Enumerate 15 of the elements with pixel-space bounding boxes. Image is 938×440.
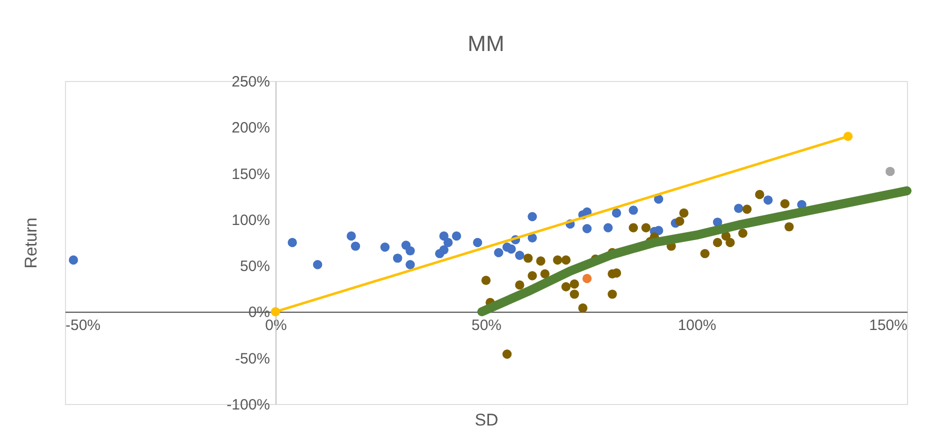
x-tick-label: 150% — [869, 317, 908, 334]
y-tick-label: 150% — [232, 166, 270, 183]
chart-title: MM — [468, 31, 504, 56]
y-tick-label: 200% — [232, 120, 270, 137]
y-tick-label: 50% — [240, 258, 270, 276]
x-tick-label: 0% — [265, 317, 287, 334]
y-tick-label: -100% — [226, 396, 270, 414]
x-axis-title: SD — [474, 410, 498, 430]
x-tick-label: -50% — [66, 317, 101, 334]
y-tick-label: 250% — [232, 74, 270, 90]
y-tick-label: -50% — [234, 350, 270, 368]
y-axis-title: Return — [22, 217, 40, 269]
y-tick-label: 100% — [232, 212, 270, 229]
x-tick-label: 50% — [471, 317, 502, 334]
x-tick-label: 100% — [678, 317, 716, 334]
